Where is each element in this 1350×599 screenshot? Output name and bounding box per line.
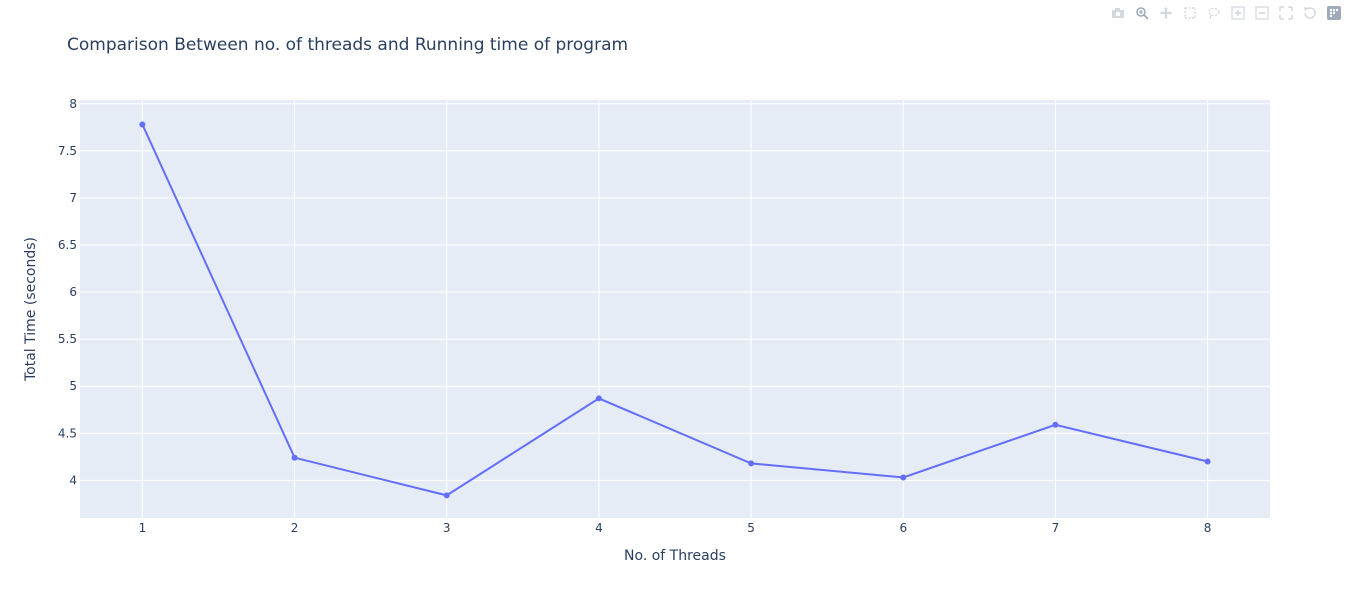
data-point[interactable] [1204, 458, 1211, 465]
data-point[interactable] [748, 460, 755, 467]
camera-icon[interactable] [1108, 4, 1128, 22]
y-tick-label: 4 [69, 473, 77, 487]
y-tick-label: 8 [69, 97, 77, 111]
data-point[interactable] [1052, 421, 1059, 428]
reset-axes-icon[interactable] [1300, 4, 1320, 22]
x-tick-labels: 1 2 3 4 5 6 7 8 [139, 521, 1212, 535]
y-tick-label: 6.5 [58, 238, 77, 252]
y-tick-label: 5 [69, 379, 77, 393]
pan-icon[interactable] [1156, 4, 1176, 22]
y-gridlines [80, 103, 1270, 481]
x-tick-label: 5 [747, 521, 755, 535]
y-tick-label: 5.5 [58, 332, 77, 346]
zoom-in-icon[interactable] [1228, 4, 1248, 22]
data-point[interactable] [139, 121, 146, 128]
y-tick-label: 6 [69, 285, 77, 299]
data-point[interactable] [900, 474, 907, 481]
y-tick-labels: 4 4.5 5 5.5 6 6.5 7 7.5 8 [58, 97, 77, 488]
series-line [141, 124, 1208, 497]
zoom-out-icon[interactable] [1252, 4, 1272, 22]
y-tick-label: 4.5 [58, 426, 77, 440]
series-points [139, 121, 1211, 499]
plot-area[interactable] [80, 100, 1270, 518]
y-tick-label: 7.5 [58, 144, 77, 158]
x-tick-label: 8 [1204, 521, 1212, 535]
x-tick-label: 2 [291, 521, 299, 535]
modebar [1108, 4, 1344, 22]
x-tick-label: 3 [443, 521, 451, 535]
y-tick-label: 7 [69, 191, 77, 205]
x-axis-title: No. of Threads [624, 548, 726, 564]
data-point[interactable] [595, 395, 602, 402]
x-tick-label: 7 [1052, 521, 1060, 535]
autoscale-icon[interactable] [1276, 4, 1296, 22]
data-point[interactable] [443, 492, 450, 499]
box-select-icon[interactable] [1180, 4, 1200, 22]
zoom-icon[interactable] [1132, 4, 1152, 22]
lasso-select-icon[interactable] [1204, 4, 1224, 22]
x-tick-label: 1 [139, 521, 147, 535]
x-tick-label: 4 [595, 521, 603, 535]
chart-title: Comparison Between no. of threads and Ru… [67, 35, 628, 55]
plotly-logo-icon[interactable] [1324, 4, 1344, 22]
data-point[interactable] [291, 454, 298, 461]
y-axis-title: Total Time (seconds) [23, 237, 39, 382]
x-gridlines [141, 100, 1209, 518]
x-tick-label: 6 [899, 521, 907, 535]
